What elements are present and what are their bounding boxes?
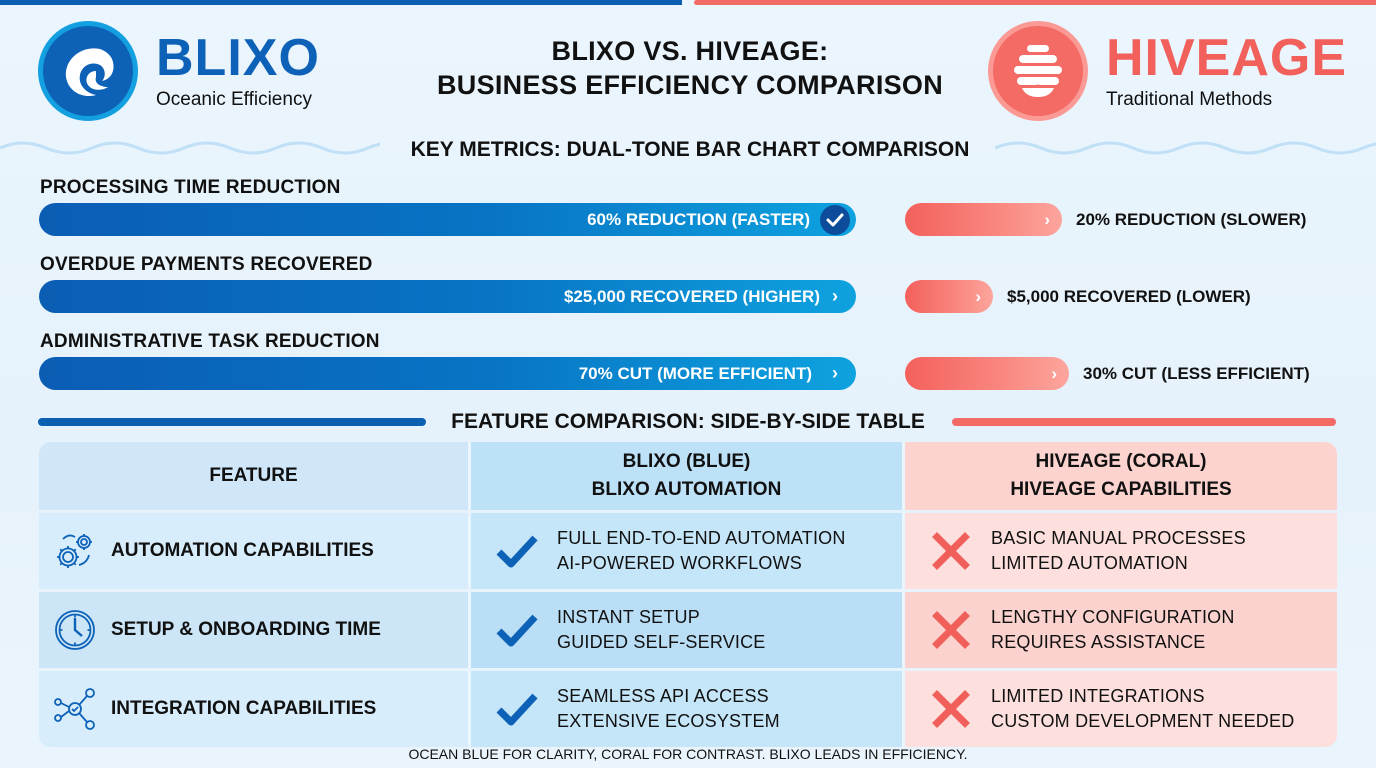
metrics-section-title: KEY METRICS: DUAL-TONE BAR CHART COMPARI… — [410, 138, 970, 161]
header-hiveage: HIVEAGE (CORAL) HIVEAGE CAPABILITIES — [905, 442, 1337, 510]
header-blixo: BLIXO (BLUE) BLIXO AUTOMATION — [471, 442, 905, 510]
table-row-hiveage: LIMITED INTEGRATIONS CUSTOM DEVELOPMENT … — [905, 671, 1337, 747]
gears-icon — [53, 529, 97, 573]
title-line-2: BUSINESS EFFICIENCY COMPARISON — [436, 70, 944, 100]
table-row-blixo: INSTANT SETUP GUIDED SELF-SERVICE — [471, 592, 905, 668]
table-row-hiveage: BASIC MANUAL PROCESSES LIMITED AUTOMATIO… — [905, 513, 1337, 589]
footer-caption: OCEAN BLUE FOR CLARITY, CORAL FOR CONTRA… — [408, 746, 968, 762]
wave-decoration-right — [995, 141, 1376, 155]
x-mark-icon — [927, 690, 975, 728]
table-row-feature: AUTOMATION CAPABILITIES — [39, 513, 471, 589]
header-blixo-line-2: BLIXO AUTOMATION — [591, 479, 782, 500]
header-blixo-line-1: BLIXO (BLUE) — [622, 451, 751, 472]
checkmark-icon — [493, 611, 541, 649]
blixo-bar-value: 70% CUT (MORE EFFICIENT) — [578, 363, 812, 383]
metric-label: OVERDUE PAYMENTS RECOVERED — [40, 254, 373, 275]
features-section-title: FEATURE COMPARISON: SIDE-BY-SIDE TABLE — [451, 410, 925, 433]
blixo-desc-line-1: FULL END-TO-END AUTOMATION — [557, 528, 846, 548]
hiveage-bar-value: 20% REDUCTION (SLOWER) — [1076, 209, 1307, 229]
blixo-desc-line-2: GUIDED SELF-SERVICE — [557, 632, 766, 652]
chevron-right-icon: › — [1051, 363, 1057, 383]
blixo-bar: 70% CUT (MORE EFFICIENT) › — [39, 357, 856, 390]
divider-coral — [952, 418, 1336, 426]
header-hiveage-line-2: HIVEAGE CAPABILITIES — [1010, 479, 1232, 500]
hiveage-bar: › — [905, 280, 993, 313]
hiveage-desc-line-1: LIMITED INTEGRATIONS — [991, 686, 1205, 706]
network-icon — [53, 687, 97, 731]
hiveage-tagline: Traditional Methods — [1106, 89, 1273, 110]
wave-icon — [38, 21, 138, 121]
hiveage-name: HIVEAGE — [1106, 29, 1348, 87]
hiveage-brand: HIVEAGE Traditional Methods — [988, 21, 1347, 121]
blixo-bar: 60% REDUCTION (FASTER) — [39, 203, 856, 236]
header-hiveage-line-1: HIVEAGE (CORAL) — [1035, 451, 1207, 472]
metric-label: PROCESSING TIME REDUCTION — [40, 177, 341, 198]
page-title: BLIXO VS. HIVEAGE: BUSINESS EFFICIENCY C… — [380, 34, 1000, 102]
checkmark-icon — [493, 690, 541, 728]
x-mark-icon — [927, 611, 975, 649]
feature-comparison-table: FEATURE BLIXO (BLUE) BLIXO AUTOMATION HI… — [39, 442, 1337, 747]
chevron-right-icon: › — [1044, 209, 1050, 229]
blixo-brand: BLIXO Oceanic Efficiency — [38, 21, 320, 121]
hiveage-bar-row: › 30% CUT (LESS EFFICIENT) — [905, 357, 1310, 390]
hiveage-bar-value: 30% CUT (LESS EFFICIENT) — [1083, 363, 1310, 383]
beehive-icon — [988, 21, 1088, 121]
hiveage-bar: › — [905, 203, 1062, 236]
table-row-feature: INTEGRATION CAPABILITIES — [39, 671, 471, 747]
clock-icon — [53, 608, 97, 652]
title-line-1: BLIXO VS. HIVEAGE: — [551, 36, 829, 66]
chevron-right-icon: › — [832, 286, 838, 306]
hiveage-bar: › — [905, 357, 1069, 390]
chevron-right-icon: › — [832, 363, 838, 383]
feature-name: INTEGRATION CAPABILITIES — [111, 698, 377, 719]
hiveage-bar-row: › $5,000 RECOVERED (LOWER) — [905, 280, 1251, 313]
header-feature: FEATURE — [39, 442, 471, 510]
top-accent-bar-blue — [0, 0, 682, 5]
hiveage-desc-line-1: LENGTHY CONFIGURATION — [991, 607, 1235, 627]
table-row-hiveage: LENGTHY CONFIGURATION REQUIRES ASSISTANC… — [905, 592, 1337, 668]
blixo-name: BLIXO — [156, 29, 320, 87]
top-accent-bar-coral — [694, 0, 1376, 5]
divider-blue — [38, 418, 426, 426]
blixo-desc-line-2: AI-POWERED WORKFLOWS — [557, 553, 803, 573]
table-row-blixo: SEAMLESS API ACCESS EXTENSIVE ECOSYSTEM — [471, 671, 905, 747]
table-row-feature: SETUP & ONBOARDING TIME — [39, 592, 471, 668]
feature-name: AUTOMATION CAPABILITIES — [111, 540, 374, 561]
hiveage-desc-line-2: CUSTOM DEVELOPMENT NEEDED — [991, 711, 1295, 731]
table-row-blixo: FULL END-TO-END AUTOMATION AI-POWERED WO… — [471, 513, 905, 589]
hiveage-desc-line-2: REQUIRES ASSISTANCE — [991, 632, 1206, 652]
x-mark-icon — [927, 532, 975, 570]
hiveage-bar-value: $5,000 RECOVERED (LOWER) — [1007, 286, 1251, 306]
hiveage-bar-row: › 20% REDUCTION (SLOWER) — [905, 203, 1306, 236]
blixo-desc-line-1: SEAMLESS API ACCESS — [557, 686, 769, 706]
chevron-right-icon: › — [975, 286, 981, 306]
hiveage-desc-line-2: LIMITED AUTOMATION — [991, 553, 1188, 573]
hiveage-desc-line-1: BASIC MANUAL PROCESSES — [991, 528, 1246, 548]
blixo-bar-value: 60% REDUCTION (FASTER) — [587, 209, 810, 229]
metric-label: ADMINISTRATIVE TASK REDUCTION — [40, 331, 380, 352]
checkmark-icon — [493, 532, 541, 570]
check-circle-icon — [820, 204, 850, 235]
wave-decoration-left — [0, 141, 380, 155]
blixo-bar-value: $25,000 RECOVERED (HIGHER) — [563, 286, 820, 306]
feature-name: SETUP & ONBOARDING TIME — [111, 619, 381, 640]
blixo-tagline: Oceanic Efficiency — [156, 89, 312, 110]
blixo-desc-line-2: EXTENSIVE ECOSYSTEM — [557, 711, 780, 731]
blixo-bar: $25,000 RECOVERED (HIGHER) › — [39, 280, 856, 313]
blixo-desc-line-1: INSTANT SETUP — [557, 607, 700, 627]
